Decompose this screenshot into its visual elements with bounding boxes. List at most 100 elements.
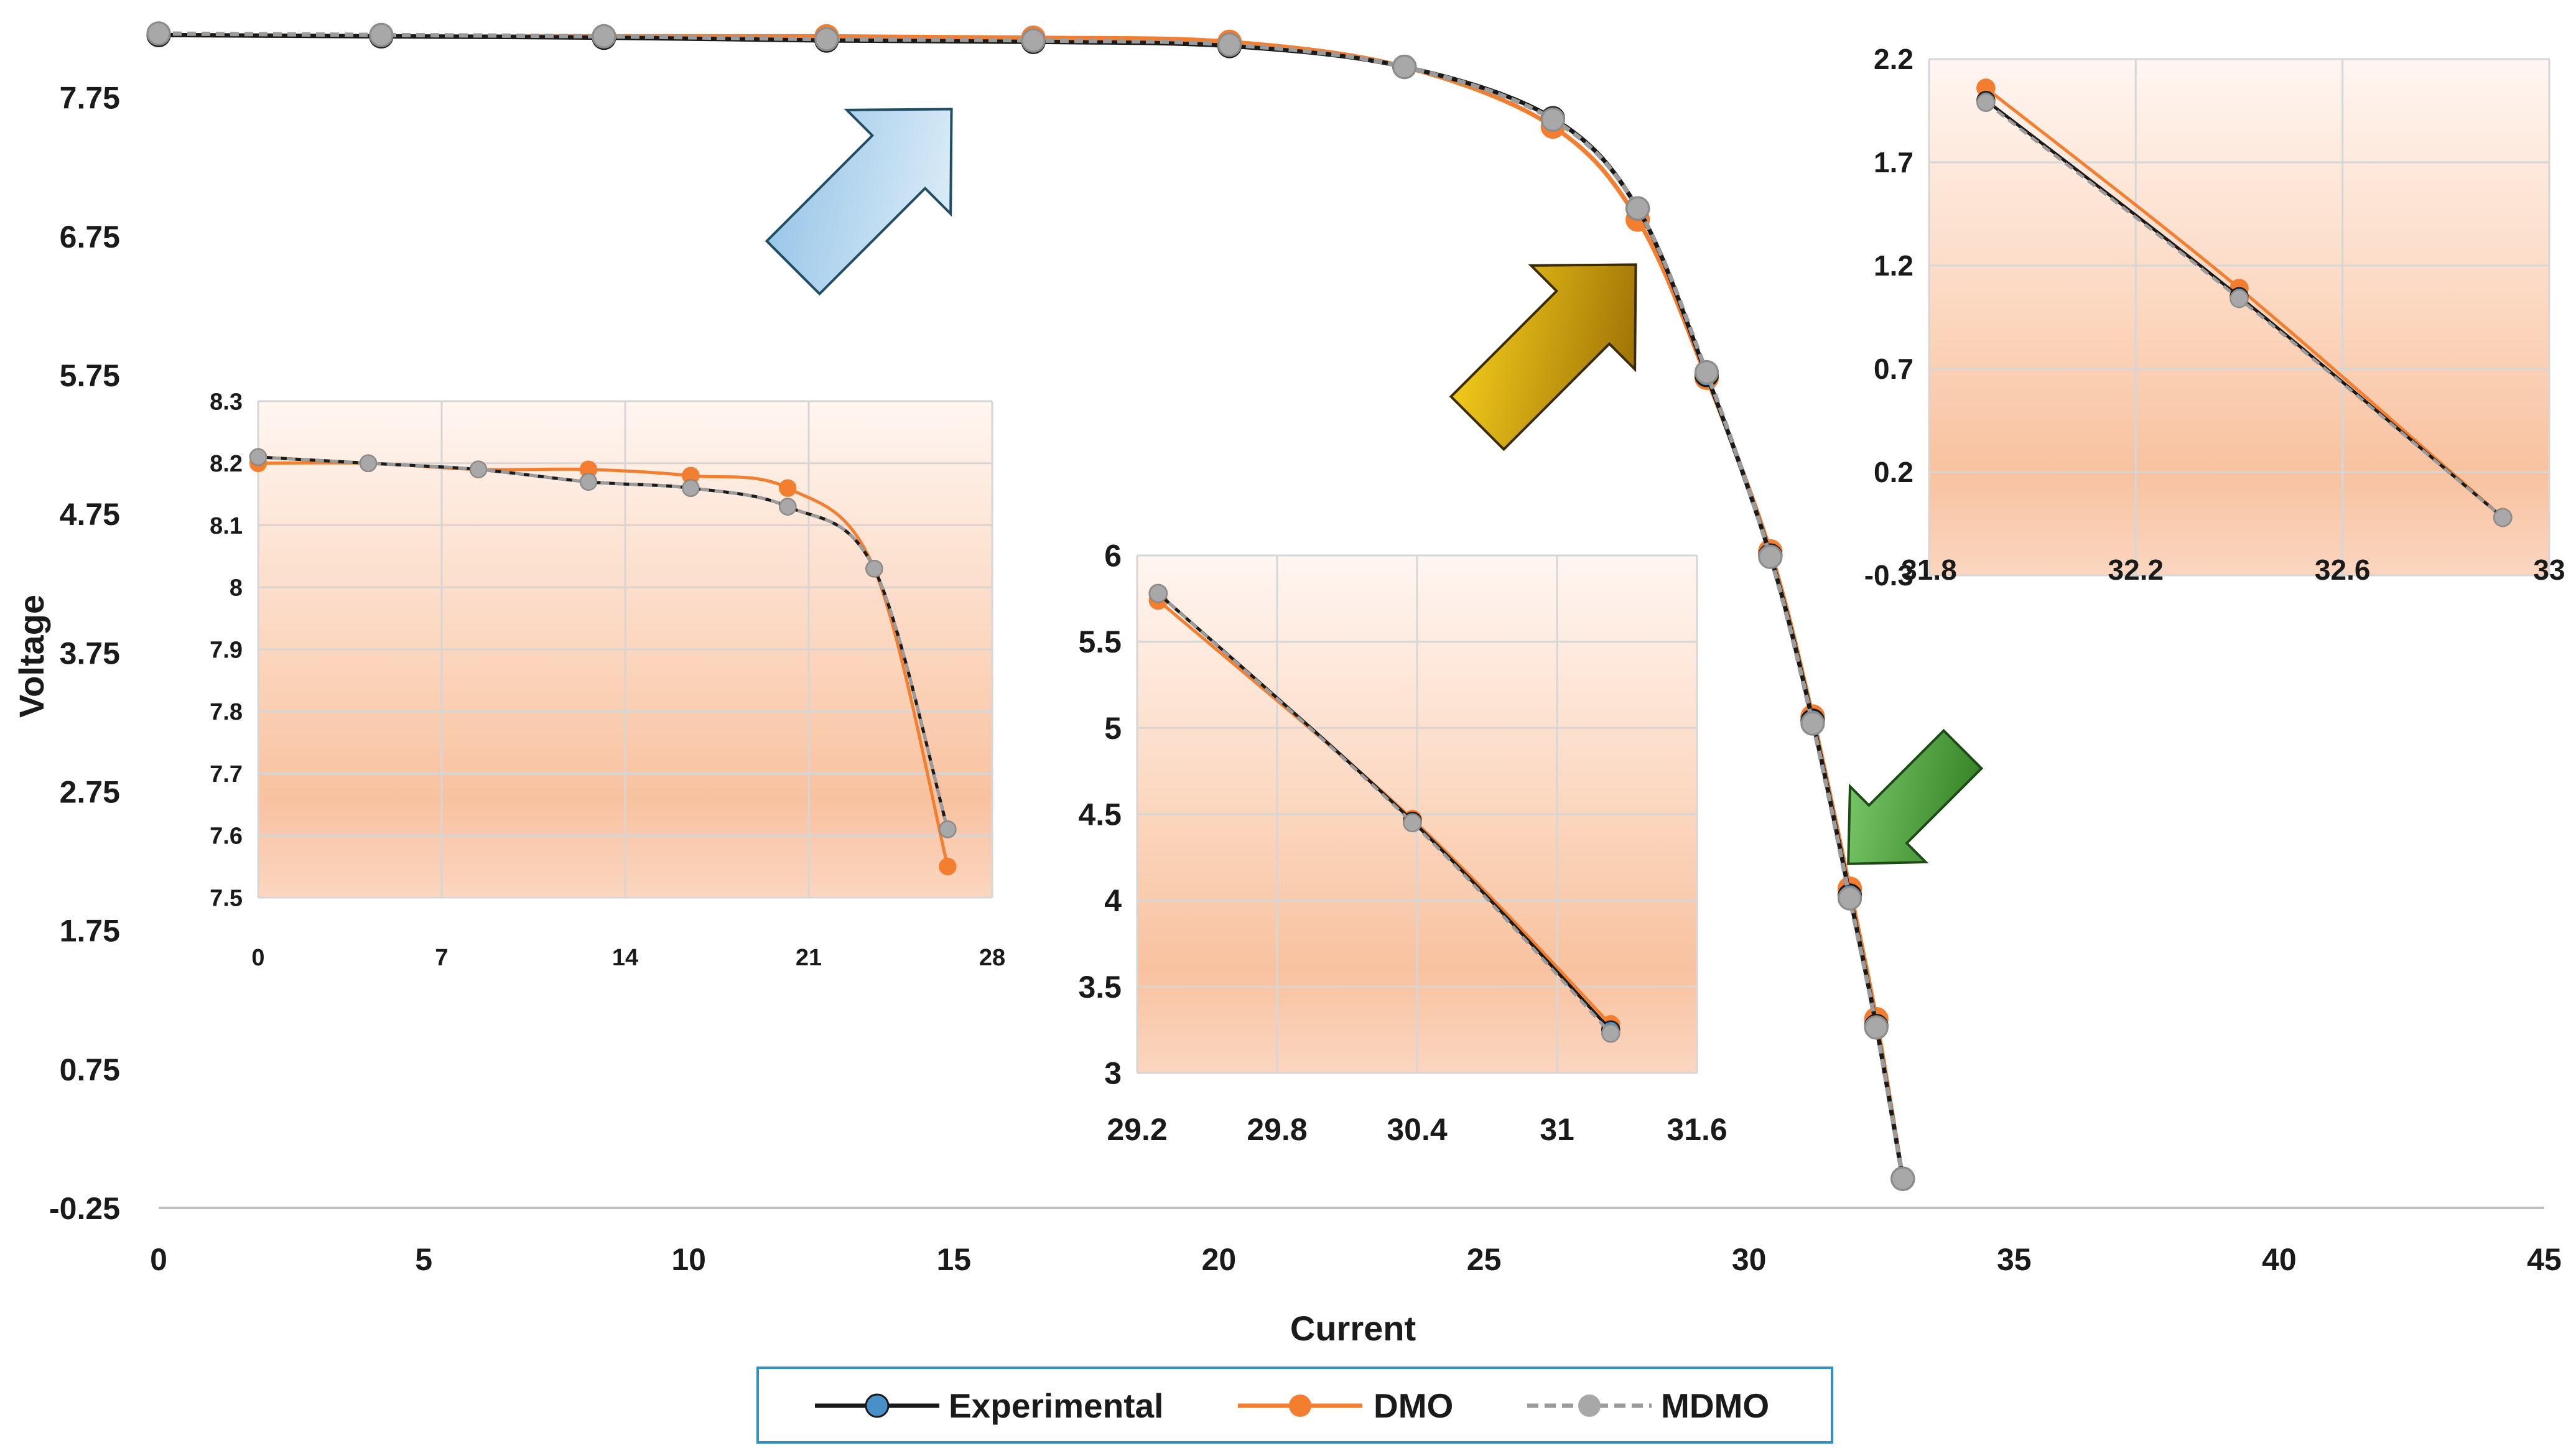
main-x-tick-label: 5	[415, 1242, 432, 1277]
inset3-y-tick-label: 0.2	[1874, 456, 1913, 488]
inset1-point-mdmo-6	[865, 560, 883, 578]
inset1-series-line-mdmo	[258, 455, 949, 830]
inset1-point-dmo-7	[939, 857, 957, 876]
inset3-x-tick-label: 31.8	[1901, 554, 1957, 586]
inset3-x-tick-label: 33	[2533, 554, 2565, 586]
inset1-point-mdmo-0	[249, 448, 267, 466]
main-point-mdmo-10	[1758, 544, 1783, 569]
main-y-tick-label: 2.75	[60, 775, 120, 810]
inset2-y-tick-label: 5.5	[1078, 624, 1122, 659]
inset1-y-tick-label: 7.9	[210, 637, 243, 663]
inset2-x-tick-label: 29.2	[1107, 1112, 1167, 1147]
inset3-plot-area	[1929, 59, 2549, 575]
main-y-tick-label: 0.75	[60, 1052, 120, 1087]
inset3-y-tick-label: -0.3	[1864, 559, 1913, 592]
main-x-tick-label: 40	[2262, 1242, 2297, 1277]
inset3-x-tick-label: 32.2	[2108, 554, 2164, 586]
inset2-x-tick-label: 31.6	[1667, 1112, 1727, 1147]
x-axis-title: Current	[1290, 1309, 1416, 1348]
inset1-point-mdmo-5	[779, 498, 797, 516]
main-x-tick-label: 35	[1997, 1242, 2032, 1277]
inset1-x-tick-label: 21	[796, 945, 822, 971]
inset2-x-tick-label: 30.4	[1387, 1112, 1448, 1147]
main-x-tick-label: 0	[150, 1242, 167, 1277]
inset1-y-tick-label: 7.6	[210, 824, 243, 850]
inset1-x-tick-label: 14	[612, 945, 638, 971]
main-point-mdmo-6	[1392, 54, 1417, 80]
inset1-point-mdmo-7	[939, 820, 957, 838]
y-axis-title: Voltage	[12, 595, 51, 718]
legend-item-dmo: DMO	[1238, 1386, 1453, 1425]
main-point-mdmo-0	[146, 21, 171, 46]
green-arrow	[1847, 728, 1984, 865]
inset3-y-tick-label: 2.2	[1874, 43, 1913, 75]
main-y-tick-label: -0.25	[49, 1191, 120, 1226]
main-y-tick-label: 4.75	[60, 497, 120, 532]
main-y-tick-label: 6.75	[60, 220, 120, 254]
main-point-mdmo-11	[1800, 711, 1825, 736]
inset2-y-tick-label: 3.5	[1078, 970, 1122, 1005]
inset1-y-tick-label: 7.8	[210, 699, 243, 725]
inset3-point-mdmo-2	[2493, 508, 2513, 527]
main-x-tick-labels: 0 5 10 15 20 25 30 35 40 45	[150, 1242, 2562, 1277]
inset2-point-mdmo-2	[1601, 1023, 1620, 1043]
main-x-tick-label: 25	[1467, 1242, 1502, 1277]
inset-chart-1: 7.5 7.6 7.7 7.8 7.9 8 8.1 8.2 8.3 0 7 14 21 28	[210, 389, 1005, 971]
inset1-y-tick-label: 8.2	[210, 451, 243, 477]
main-x-tick-label: 10	[671, 1242, 706, 1277]
main-series-line-mdmo	[158, 31, 1905, 1179]
inset3-y-tick-label: 1.2	[1874, 249, 1913, 282]
legend: Experimental DMO MDMO	[756, 1367, 1833, 1444]
inset3-y-tick-label: 0.7	[1874, 353, 1913, 385]
main-point-mdmo-7	[1540, 107, 1565, 132]
inset2-x-tick-label: 29.8	[1247, 1112, 1307, 1147]
main-x-tick-label: 45	[2527, 1242, 2562, 1277]
inset1-y-tick-label: 7.5	[210, 885, 243, 911]
inset2-point-mdmo-1	[1403, 813, 1422, 833]
inset2-y-tick-label: 3	[1104, 1056, 1122, 1091]
main-series	[146, 21, 1915, 1191]
inset2-series-line-mdmo	[1157, 592, 1612, 1034]
main-point-mdmo-2	[592, 24, 616, 49]
inset1-point-mdmo-3	[579, 473, 598, 491]
inset1-point-mdmo-2	[469, 460, 488, 478]
gold-arrow	[1449, 263, 1637, 452]
inset1-x-tick-label: 7	[435, 945, 448, 971]
inset3-x-tick-label: 32.6	[2315, 554, 2371, 586]
main-y-tick-label: 3.75	[60, 636, 120, 671]
legend-item-mdmo: MDMO	[1527, 1386, 1769, 1425]
inset1-x-tick-label: 0	[251, 945, 264, 971]
main-y-tick-label: 7.75	[60, 81, 120, 116]
legend-item-experimental: Experimental	[815, 1386, 1163, 1425]
inset1-y-tick-label: 8.3	[210, 389, 243, 415]
inset1-point-mdmo-1	[359, 454, 378, 472]
main-y-tick-label: 5.75	[60, 358, 120, 393]
inset2-x-tick-label: 31	[1540, 1112, 1574, 1147]
inset1-x-tick-label: 28	[979, 945, 1005, 971]
main-x-tick-label: 15	[936, 1242, 971, 1277]
main-point-mdmo-4	[1021, 28, 1046, 53]
inset1-y-tick-label: 8	[230, 575, 243, 601]
inset2-y-tick-label: 4	[1104, 883, 1122, 918]
blue-arrow	[765, 108, 953, 296]
main-point-mdmo-9	[1694, 360, 1719, 385]
main-x-tick-label: 30	[1732, 1242, 1767, 1277]
main-x-tick-label: 20	[1202, 1242, 1237, 1277]
inset1-y-tick-label: 7.7	[210, 761, 243, 787]
inset3-y-tick-label: 1.7	[1874, 146, 1913, 179]
inset2-y-tick-label: 6	[1104, 539, 1122, 573]
svg-text:DMO: DMO	[1374, 1386, 1453, 1425]
main-point-mdmo-5	[1217, 32, 1242, 57]
inset-chart-3: -0.3 0.2 0.7 1.2 1.7 2.2 31.8 32.2 32.6 33	[1864, 43, 2565, 592]
inset2-y-tick-label: 4.5	[1078, 797, 1122, 832]
main-point-mdmo-13	[1864, 1015, 1889, 1040]
inset1-point-mdmo-4	[682, 479, 700, 497]
inset2-point-mdmo-0	[1148, 583, 1168, 603]
main-point-mdmo-8	[1625, 196, 1650, 221]
main-point-mdmo-14	[1890, 1166, 1915, 1191]
main-y-tick-labels: -0.25 0.75 1.75 2.75 3.75 4.75 5.75 6.75 7.75	[49, 81, 120, 1226]
inset2-y-tick-label: 5	[1104, 711, 1122, 746]
main-point-mdmo-3	[814, 27, 839, 52]
